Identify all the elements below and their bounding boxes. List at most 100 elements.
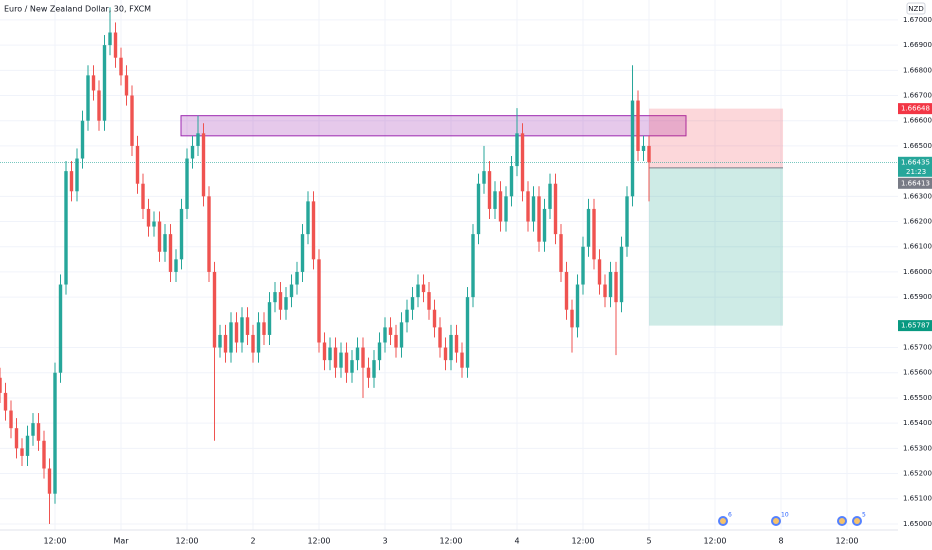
y-tick-label: 1.66800	[903, 66, 932, 74]
x-tick-label: 12:00	[703, 537, 726, 546]
candle-body	[168, 234, 173, 272]
candle-body	[498, 191, 503, 222]
candle-body	[328, 347, 332, 361]
candle-body	[339, 352, 343, 368]
candle-body	[581, 246, 585, 285]
price-tag	[898, 103, 932, 115]
candle-body	[553, 183, 558, 235]
candle-body	[564, 271, 569, 310]
candle-body	[531, 196, 536, 222]
candle-body	[25, 435, 30, 456]
x-tick-label: 4	[514, 537, 519, 546]
x-tick-label: 12:00	[43, 537, 66, 546]
candle-body	[14, 428, 19, 449]
candle-body	[113, 32, 118, 58]
y-tick-label: 1.65500	[903, 394, 932, 402]
candle-body	[174, 259, 178, 272]
y-tick-label: 1.65200	[903, 470, 932, 478]
candle-body	[366, 367, 371, 378]
candle-body	[586, 208, 591, 247]
candle-body	[625, 196, 629, 247]
x-tick-label: 12:00	[439, 537, 462, 546]
y-tick-label: 1.66700	[903, 92, 932, 100]
candle-body	[102, 45, 107, 121]
candle-body	[355, 347, 360, 361]
price-axis	[898, 0, 932, 550]
candle-body	[548, 183, 552, 209]
candle-body	[394, 334, 398, 348]
y-tick-label: 1.65600	[903, 369, 932, 377]
candle-body	[575, 284, 580, 328]
candle-body	[190, 145, 195, 159]
candle-body	[179, 208, 184, 260]
x-tick-label: 3	[382, 537, 387, 546]
candle-body	[410, 297, 415, 310]
candle-body	[641, 145, 646, 151]
candle-body	[9, 410, 13, 429]
candle-body	[509, 166, 514, 197]
candle-body	[333, 347, 338, 368]
candle-body	[482, 171, 486, 184]
candle-body	[432, 309, 437, 328]
price-tag-label: 1.66648	[901, 105, 930, 113]
candle-body	[537, 196, 541, 242]
candle-body	[36, 423, 41, 441]
candle-body	[465, 297, 470, 368]
stop-zone	[649, 108, 784, 168]
x-tick-label: 12:00	[175, 537, 198, 546]
event-icon	[771, 516, 781, 526]
candle-body	[119, 57, 123, 76]
candle-body	[361, 347, 365, 368]
candle-body	[438, 327, 442, 348]
candle-body	[31, 423, 35, 436]
candle-body	[493, 191, 497, 209]
x-tick-label: 8	[778, 537, 783, 546]
event-icon	[718, 516, 728, 526]
candle-body	[306, 201, 310, 235]
price-tag	[898, 320, 932, 332]
countdown-label: 21:23	[906, 168, 926, 176]
candle-body	[515, 133, 519, 167]
y-tick-label: 1.66100	[903, 243, 932, 251]
currency-box	[906, 2, 926, 15]
candle-body	[207, 196, 211, 272]
x-tick-label: 12:00	[835, 537, 858, 546]
candle-body	[273, 292, 277, 303]
candle-body	[223, 334, 228, 353]
candle-body	[427, 292, 431, 310]
y-tick-label: 1.66500	[903, 142, 932, 150]
x-tick-label: Mar	[113, 537, 129, 546]
candle-body	[608, 271, 613, 298]
candle-body	[80, 120, 85, 159]
candle-body	[399, 322, 404, 348]
candle-body	[229, 322, 233, 353]
candle-body	[449, 334, 453, 361]
candle-body	[454, 334, 459, 353]
candle-body	[185, 158, 189, 209]
candle-body	[58, 284, 63, 373]
candle-body	[559, 234, 563, 272]
candle-body	[262, 322, 266, 335]
currency-label: NZD	[908, 5, 923, 13]
candle-body	[443, 347, 448, 361]
candle-body	[218, 334, 222, 348]
x-tick-label: 2	[250, 537, 255, 546]
candle-body	[256, 322, 261, 353]
price-tag	[898, 156, 932, 177]
candle-body	[487, 171, 492, 209]
price-tag	[898, 177, 932, 189]
candle-body	[201, 133, 206, 197]
y-tick-label: 1.65100	[903, 495, 932, 503]
candle-body	[196, 133, 200, 146]
candle-body	[317, 259, 321, 343]
candle-body	[245, 317, 250, 335]
zone-rectangle	[180, 115, 687, 137]
y-tick-label: 1.67000	[903, 16, 932, 24]
y-tick-label: 1.65400	[903, 419, 932, 427]
x-tick-label: 12:00	[571, 537, 594, 546]
candle-body	[388, 327, 393, 335]
candle-body	[630, 100, 635, 197]
candle-body	[0, 377, 2, 393]
candle-body	[614, 271, 618, 303]
candle-body	[405, 309, 409, 323]
